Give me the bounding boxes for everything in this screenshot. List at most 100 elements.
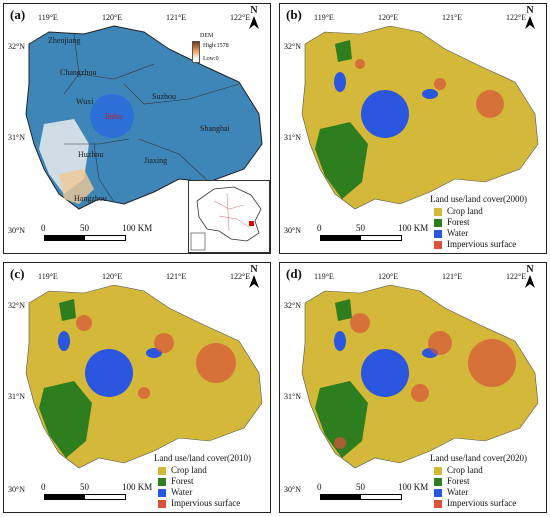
legend-label: Crop land: [447, 465, 483, 475]
legend-label: Impervious surface: [447, 498, 517, 508]
lon-tick: 121°E: [442, 13, 463, 22]
panel-c-label: (c): [10, 266, 25, 281]
forest-area: [315, 122, 368, 199]
panel-b: (b) 119°E 120°E 121°E 122°E 32°N 31°N 30…: [279, 3, 547, 254]
north-arrow-icon: [525, 275, 535, 288]
lon-tick: 122°E: [506, 272, 527, 281]
lat-tick: 31°N: [284, 133, 301, 142]
impervious-area: [138, 387, 150, 399]
legend-label: Impervious surface: [447, 239, 517, 249]
lat-tick: 31°N: [284, 392, 301, 401]
china-inset-map: [188, 180, 270, 253]
legend-title: Land use/land cover(2010): [154, 453, 251, 463]
lon-tick: 122°E: [230, 13, 251, 22]
lulc-map-2000: [301, 25, 539, 210]
scale-segment: [320, 494, 360, 500]
legend-item: Forest: [158, 476, 251, 487]
lulc-legend-2020: Land use/land cover(2020) Crop land Fore…: [430, 453, 527, 509]
scale-mid: 50: [80, 223, 89, 233]
impervious-area: [350, 313, 370, 333]
forest-area: [39, 381, 92, 458]
lon-tick: 120°E: [378, 272, 399, 281]
scale-mid: 50: [356, 482, 365, 492]
crop-swatch: [434, 207, 442, 216]
forest-swatch: [434, 477, 442, 486]
panel-d-label: (d): [286, 266, 302, 281]
lon-tick: 120°E: [102, 13, 123, 22]
legend-label: Forest: [447, 217, 470, 227]
legend-item: Forest: [434, 217, 527, 228]
water-body: [334, 331, 346, 351]
scale-segment: [320, 235, 360, 241]
scale-zero: 0: [41, 223, 46, 233]
lon-tick: 122°E: [230, 272, 251, 281]
lake-water: [361, 90, 409, 138]
water-swatch: [434, 229, 442, 238]
scale-mid: 50: [356, 223, 365, 233]
lat-tick: 32°N: [284, 42, 301, 51]
scale-segment: [44, 235, 84, 241]
lon-tick: 121°E: [166, 13, 187, 22]
lulc-map-2020: [301, 284, 539, 469]
north-arrow: N: [246, 6, 262, 35]
impervious-area: [468, 339, 516, 387]
legend-label: Water: [447, 228, 469, 238]
impervious-area: [434, 78, 446, 90]
impervious-area: [76, 315, 92, 331]
lon-tick: 119°E: [314, 272, 334, 281]
north-arrow-icon: [249, 275, 259, 288]
scale-end: 100 KM: [122, 482, 153, 492]
lake-water: [85, 349, 133, 397]
lat-tick: 32°N: [8, 42, 25, 51]
lat-tick: 30°N: [8, 226, 25, 235]
water-body: [58, 331, 70, 351]
admin-boundaries: [63, 33, 240, 203]
panel-a: (a) 119°E 120°E 121°E 122°E 32°N 31°N 30…: [3, 3, 271, 254]
scale-zero: 0: [317, 223, 322, 233]
impervious-area: [334, 437, 346, 449]
dem-legend-title: DEM: [200, 33, 214, 39]
panel-c: (c) 119°E 120°E 121°E 122°E 32°N 31°N 30…: [3, 262, 271, 513]
scale-zero: 0: [317, 482, 322, 492]
scale-bar: 0 50 100 KM: [41, 223, 234, 243]
water-swatch: [158, 488, 166, 497]
forest-area: [335, 40, 352, 62]
legend-title: Land use/land cover(2020): [430, 453, 527, 463]
legend-item: Impervious surface: [434, 498, 527, 509]
lon-tick: 119°E: [38, 13, 58, 22]
lat-tick: 30°N: [284, 226, 301, 235]
lon-tick: 120°E: [102, 272, 123, 281]
place-huzhou: Huzhou: [78, 150, 104, 159]
scale-bar: 0 50 100 KM: [317, 223, 510, 243]
north-letter: N: [250, 264, 258, 275]
lat-tick: 30°N: [284, 485, 301, 494]
north-letter: N: [526, 5, 534, 16]
forest-swatch: [434, 218, 442, 227]
north-arrow: N: [522, 265, 538, 294]
north-arrow-icon: [249, 16, 259, 29]
scale-segment: [84, 494, 126, 500]
scale-segment: [44, 494, 84, 500]
panel-b-label: (b): [286, 7, 302, 22]
lat-tick: 32°N: [8, 301, 25, 310]
legend-item: Crop land: [158, 465, 251, 476]
impervious-area: [154, 333, 174, 353]
lulc-legend-2010: Land use/land cover(2010) Crop land Fore…: [154, 453, 251, 509]
north-letter: N: [250, 5, 258, 16]
lon-tick: 121°E: [442, 272, 463, 281]
impervious-area: [476, 90, 504, 118]
impervious-swatch: [434, 499, 442, 508]
legend-item: Forest: [434, 476, 527, 487]
lat-tick: 31°N: [8, 133, 25, 142]
lat-tick: 31°N: [8, 392, 25, 401]
place-shanghai: Shanghai: [200, 124, 230, 133]
forest-area: [335, 299, 352, 321]
lat-tick: 32°N: [284, 301, 301, 310]
scale-segment: [360, 235, 402, 241]
legend-label: Forest: [447, 476, 470, 486]
lon-tick: 121°E: [166, 272, 187, 281]
legend-item: Impervious surface: [158, 498, 251, 509]
china-outline: [190, 186, 262, 251]
lulc-map-2010: [25, 284, 263, 469]
lon-tick: 119°E: [314, 13, 334, 22]
